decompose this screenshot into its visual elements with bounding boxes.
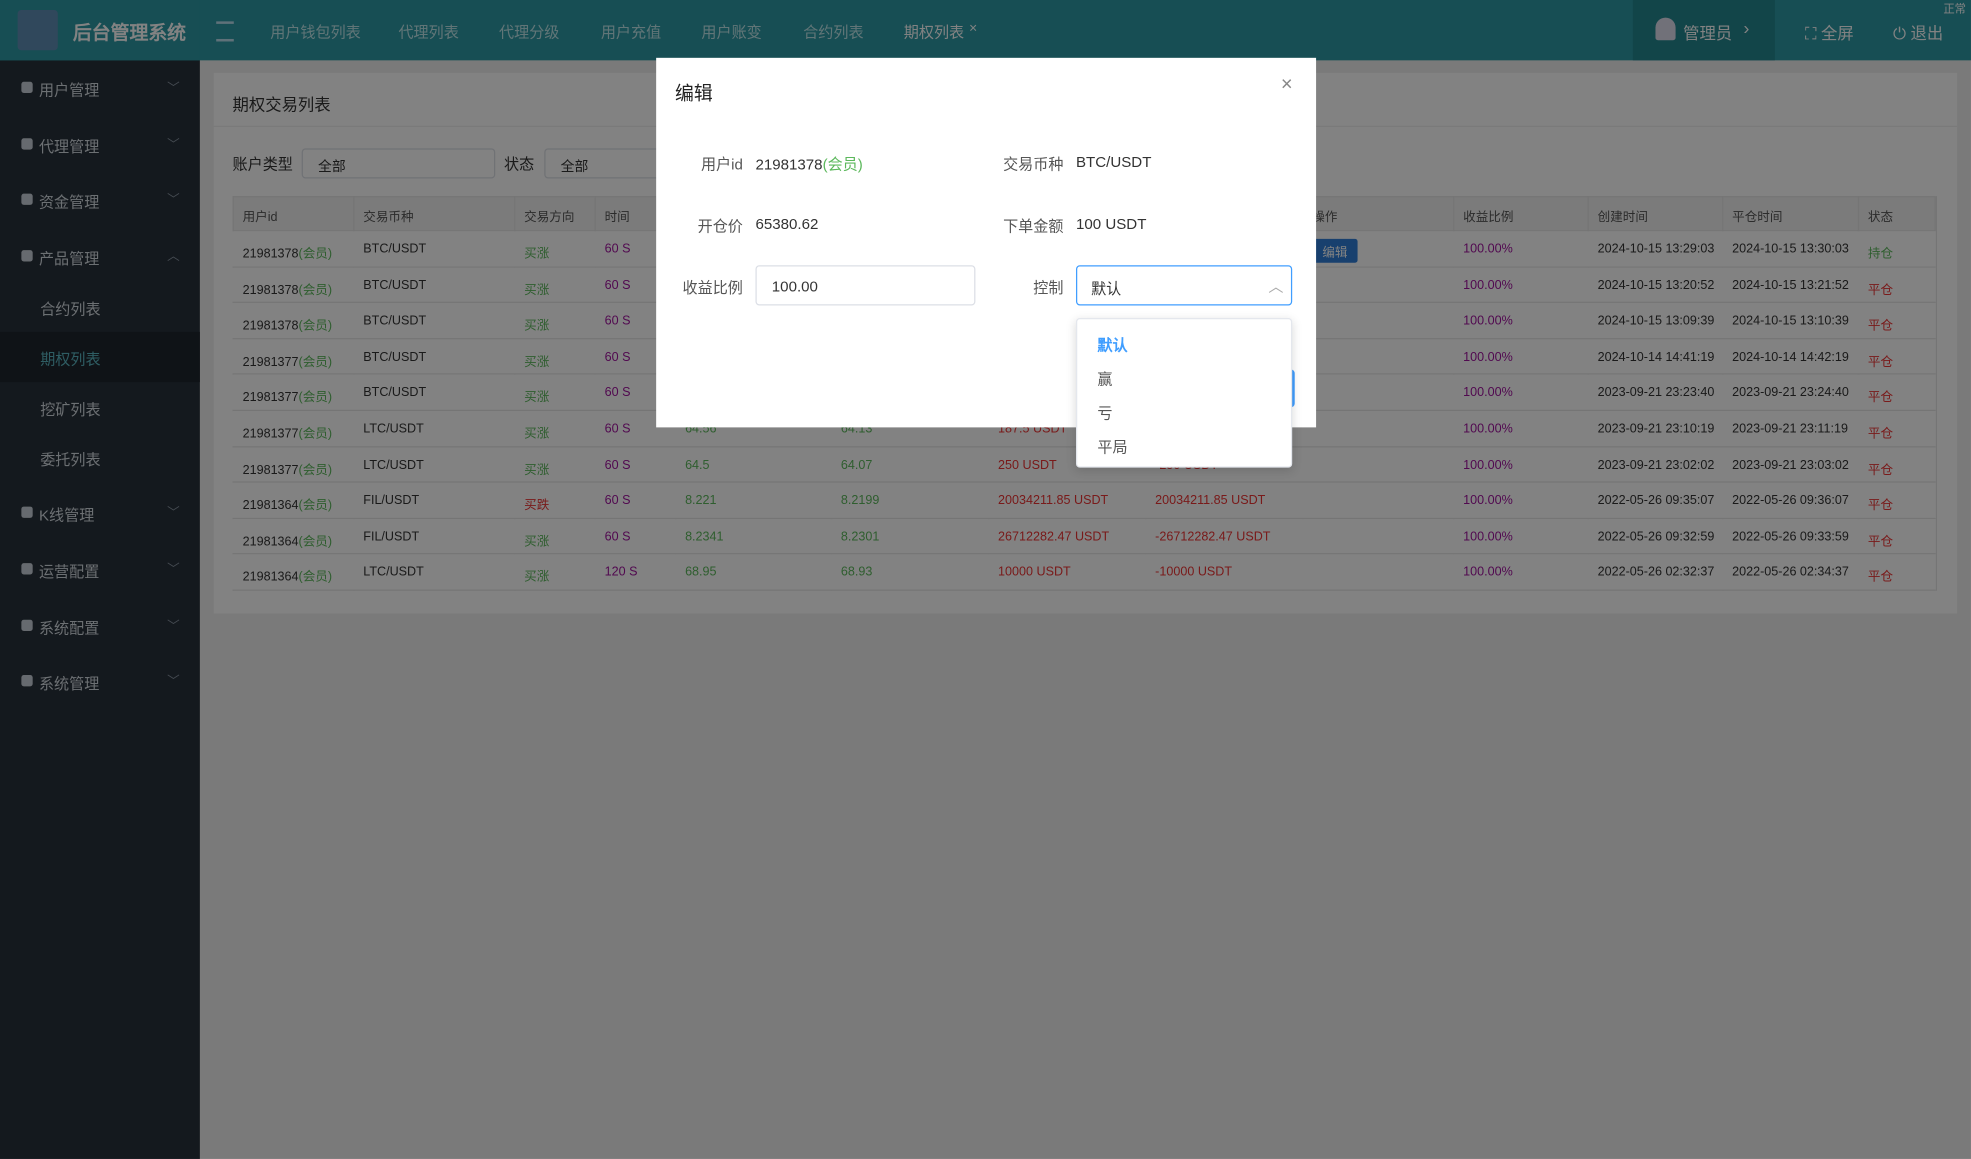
modal-title: 编辑 (675, 79, 713, 105)
dropdown-option[interactable]: 亏 (1097, 402, 1112, 423)
member-tag: (会员) (823, 156, 863, 174)
field-value: BTC/USDT (1076, 153, 1151, 171)
field-label: 开仓价 (642, 215, 743, 236)
modal: 编辑 × 用户id 21981378(会员) 交易币种 BTC/USDT 开仓价… (656, 58, 1316, 428)
dropdown-option[interactable]: 默认 (1097, 334, 1127, 355)
input-value: 100.00 (772, 278, 818, 296)
dropdown-option[interactable]: 平局 (1097, 436, 1127, 457)
ratio-input[interactable]: 100.00 (755, 265, 975, 305)
field-value: 100 USDT (1076, 215, 1146, 233)
field-value: 21981378(会员) (755, 153, 862, 174)
dropdown-option[interactable]: 赢 (1097, 368, 1112, 389)
select-value: 默认 (1091, 278, 1121, 299)
user-id: 21981378 (755, 156, 822, 174)
modal-close[interactable]: × (1281, 74, 1293, 97)
select-arrow: ︿ (1268, 275, 1283, 296)
field-label: 下单金额 (963, 215, 1064, 236)
field-label: 收益比例 (642, 277, 743, 298)
control-select[interactable]: 默认 ︿ (1076, 265, 1292, 305)
field-label: 控制 (963, 277, 1064, 298)
field-value: 65380.62 (755, 215, 818, 233)
field-label: 用户id (642, 153, 743, 174)
dropdown: 默认赢亏平局 (1076, 318, 1292, 468)
field-label: 交易币种 (963, 153, 1064, 174)
